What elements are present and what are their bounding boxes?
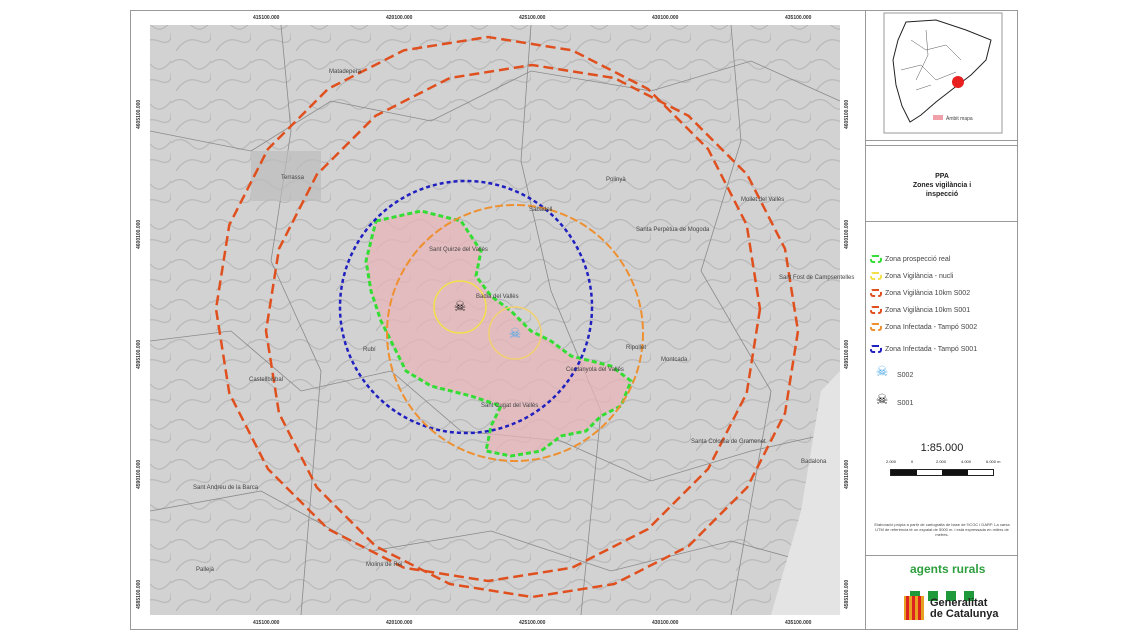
map-frame: [130, 10, 1018, 630]
utm-x-label: 435100.000: [785, 15, 812, 21]
scale-tick-label: 6.000 m: [986, 459, 1001, 464]
inset-map: Àmbit mapa: [866, 10, 1018, 141]
legend-swatch-icon: [870, 272, 882, 280]
scale-tick-label: 4.000: [961, 459, 972, 464]
place-label: Sant Cugat del Vallès: [481, 403, 538, 409]
zona-vigilancia-nucli-s001: [433, 280, 487, 334]
place-label: Sant Andreu de la Barca: [193, 485, 259, 491]
legend-label: Zona Vigilància - nucli: [885, 273, 954, 280]
place-label: Matadepera: [329, 69, 362, 75]
utm-x-label: 425100.000: [519, 620, 546, 626]
utm-x-label: 420100.000: [386, 620, 413, 626]
legend-item: Zona Vigilància 10km S001: [870, 306, 993, 315]
legend-swatch-icon: [870, 345, 882, 353]
place-label: Sant Quirze del Vallès: [429, 247, 488, 253]
legend-item: Zona Vigilància - nucli: [870, 272, 993, 281]
catalunya-text: de Catalunya: [930, 608, 999, 620]
scale-tick-label: 0: [911, 459, 914, 464]
place-label: Castellbisbal: [249, 377, 283, 383]
legend-swatch-icon: [870, 306, 882, 314]
legend-label: Zona Vigilància 10km S001: [885, 307, 971, 314]
inset-legend-label: Àmbit mapa: [946, 115, 973, 122]
credits-note: Elaboració pròpia a partir de cartografi…: [874, 522, 1010, 537]
legend-item: Zona Vigilància 10km S002: [870, 289, 993, 298]
utm-y-label: 4595100.000: [844, 339, 850, 369]
utm-x-label: 430100.000: [652, 15, 679, 21]
scale-tick-label: 2.000: [886, 459, 897, 464]
scale-ratio: 1:85.000: [920, 442, 964, 454]
place-label: Sant Fost de Campsentelles: [779, 275, 854, 281]
utm-y-label: 4600100.000: [844, 219, 850, 249]
legend-swatch-icon: [870, 289, 882, 297]
utm-x-label: 425100.000: [519, 15, 546, 21]
zona-vigilancia-10km-s002: [264, 63, 800, 599]
zona-prospeccio-real: [364, 209, 633, 458]
place-label: Santa Perpètua de Mogoda: [636, 227, 710, 233]
place-label: Polinyà: [606, 177, 626, 183]
utm-x-label: 415100.000: [253, 15, 280, 21]
title-line: PPA: [935, 173, 949, 180]
utm-x-label: 415100.000: [253, 620, 280, 626]
utm-y-label: 4605100.000: [136, 99, 142, 129]
agents-rurals-logo: agents rurals: [910, 562, 986, 576]
legend-label: S002: [897, 372, 914, 379]
legend-label: Zona Infectada - Tampó S002: [885, 324, 978, 331]
municipal-boundaries: [149, 24, 841, 616]
place-label: Badalona: [801, 459, 827, 465]
side-panel: Àmbit mapa PPA Zones vigilància i inspec…: [865, 10, 1018, 630]
s001-marker-icon[interactable]: ☠: [454, 298, 467, 314]
utm-x-label: 435100.000: [785, 620, 812, 626]
generalitat-emblem-icon: [904, 596, 924, 620]
utm-y-label: 4585100.000: [844, 579, 850, 609]
place-label: Badia del Vallès: [476, 294, 519, 300]
legend-item: Zona Infectada - Tampó S002: [870, 323, 993, 332]
utm-y-label: 4605100.000: [844, 99, 850, 129]
utm-y-label: 4595100.000: [136, 339, 142, 369]
place-label: Molins de Rei: [366, 562, 402, 568]
place-label: Ripollet: [626, 345, 646, 351]
map-extent-marker: [952, 76, 964, 88]
legend-item: Zona Infectada - Tampó S001: [870, 345, 993, 354]
title-line: Zones vigilància i: [912, 182, 972, 189]
zona-infectada-tampo-s001: [338, 179, 594, 435]
zona-vigilancia-nucli-s002: [488, 306, 542, 360]
legend-swatch-icon: [870, 323, 882, 331]
skull-crossbones-black-icon: ☠: [875, 391, 889, 407]
place-label: Sabadell: [529, 207, 552, 213]
utm-x-label: 420100.000: [386, 15, 413, 21]
utm-y-label: 4585100.000: [136, 579, 142, 609]
legend-item: Zona prospecció real: [870, 255, 993, 264]
place-label: Rubí: [363, 347, 376, 353]
zona-vigilancia-10km-s001: [214, 35, 762, 583]
place-label: Montcada: [661, 357, 688, 363]
legend-item: ☠ S002: [870, 363, 1005, 380]
title-line: inspecció: [925, 191, 959, 198]
generalitat-text: Generalitat: [930, 597, 988, 609]
coast: [771, 371, 840, 615]
legend-label: Zona prospecció real: [885, 256, 951, 263]
zona-infectada-tampo-s002: [386, 204, 644, 462]
place-label: Cerdanyola del Vallès: [566, 367, 624, 373]
legend-label: Zona Vigilància 10km S002: [885, 290, 971, 297]
s002-marker-icon[interactable]: ☠: [509, 325, 522, 341]
place-label: Santa Coloma de Gramenet: [691, 439, 766, 445]
scale: 1:85.000 2.000 0 2.000 4.000 6.000 m: [866, 442, 1018, 476]
utm-y-label: 4600100.000: [136, 219, 142, 249]
legend-item: ☠ S001: [870, 391, 1005, 408]
place-label: Mollet del Vallès: [741, 197, 784, 203]
scale-bar: [890, 469, 994, 476]
utm-y-label: 4590100.000: [136, 459, 142, 489]
generalitat-logo: Generalitat de Catalunya: [930, 598, 998, 620]
legend-label: S001: [897, 400, 914, 407]
legend-swatch-icon: [870, 255, 882, 263]
map-canvas[interactable]: ☠ ☠ Terrassa Sabadell Sant Quirze del Vall…: [131, 11, 865, 629]
legend-label: Zona Infectada - Tampó S001: [885, 346, 978, 353]
place-label: Pallejà: [196, 567, 215, 573]
title-box: PPA Zones vigilància i inspecció: [866, 145, 1018, 222]
utm-x-label: 430100.000: [652, 620, 679, 626]
place-label: Terrassa: [281, 175, 305, 181]
utm-y-label: 4590100.000: [844, 459, 850, 489]
skull-crossbones-blue-icon: ☠: [875, 363, 889, 379]
scale-tick-label: 2.000: [936, 459, 947, 464]
